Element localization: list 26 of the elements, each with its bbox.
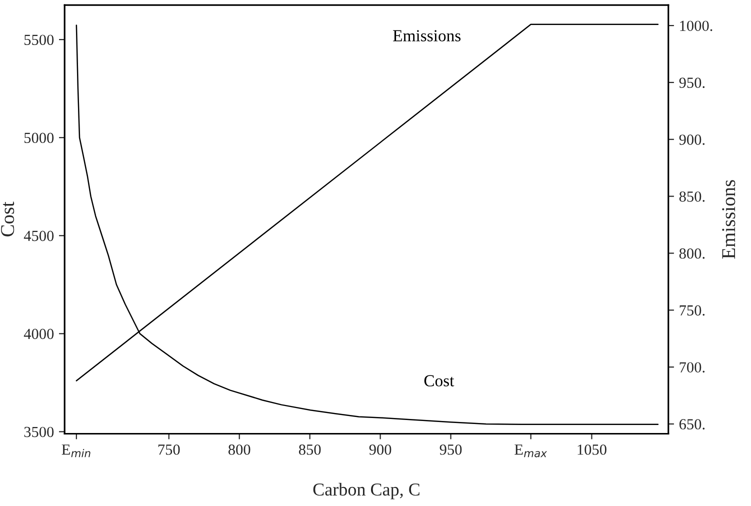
series-label: Emissions xyxy=(393,30,461,42)
x-tick-label: 750 xyxy=(158,444,180,455)
y2-tick-label: 1000. xyxy=(680,20,712,32)
x-tick-label: 1050 xyxy=(578,444,606,455)
y2-axis-title: Emissions xyxy=(722,180,736,259)
y-tick-label: 5000 xyxy=(24,132,54,144)
y-tick-label: 3500 xyxy=(24,426,54,438)
y2-tick-label: 900. xyxy=(679,134,705,145)
y2-tick-label: 950. xyxy=(679,78,705,88)
y2-tick-label: 750. xyxy=(680,305,705,316)
y2-tick-label: 850. xyxy=(679,191,705,202)
x-tick-label: E$_{min}$ xyxy=(62,444,90,458)
x-tick-label: 800 xyxy=(228,444,250,455)
x-tick-label: 850 xyxy=(298,444,321,455)
y-tick-label: 4500 xyxy=(24,230,54,242)
x-tick-label: 950 xyxy=(440,444,462,455)
y-tick-label: 5500 xyxy=(24,34,54,46)
y2-tick-label: 700. xyxy=(680,362,705,373)
y2-tick-label: 650. xyxy=(679,419,705,430)
y-tick-label: 4000 xyxy=(24,328,54,340)
x-tick-label: E$_{max}$ xyxy=(514,444,548,458)
y2-tick-label: 800. xyxy=(679,248,705,259)
x-tick-label: 900 xyxy=(369,444,392,455)
text: Cost xyxy=(424,375,454,386)
x-axis-title: Carbon Cap, C xyxy=(313,482,420,500)
y-axis-title: Cost xyxy=(1,202,14,236)
